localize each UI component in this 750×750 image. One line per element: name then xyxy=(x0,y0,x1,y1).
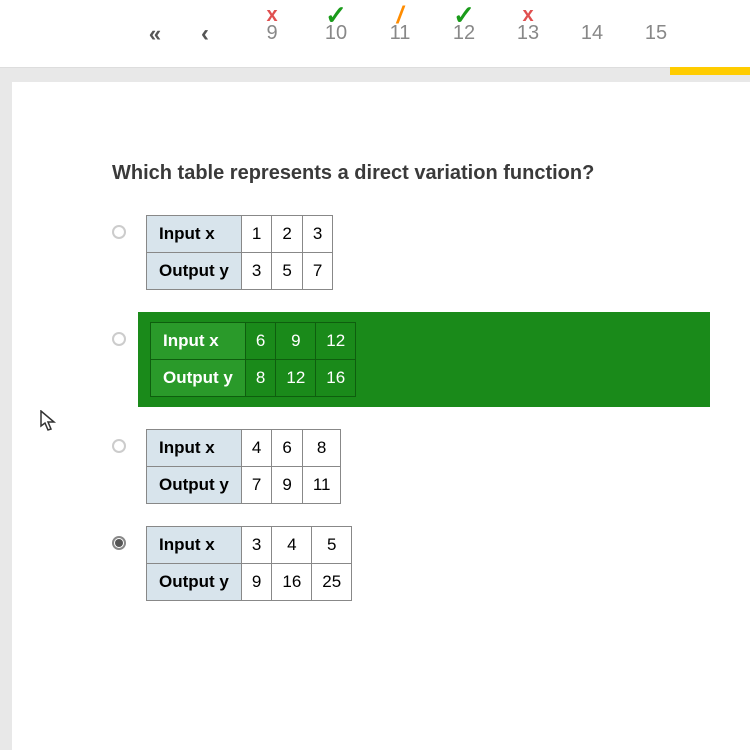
radio-button[interactable] xyxy=(112,439,126,453)
correct-icon: ✓ xyxy=(325,0,347,31)
nav-prev-button[interactable]: ‹ xyxy=(180,20,230,48)
input-cell: 5 xyxy=(312,527,352,564)
output-label: Output y xyxy=(147,564,242,601)
progress-item-13[interactable]: x13 xyxy=(496,22,560,45)
output-cell: 12 xyxy=(276,360,316,397)
input-cell: 2 xyxy=(272,216,302,253)
output-cell: 5 xyxy=(272,253,302,290)
answer-option-4[interactable]: Input x345 Output y91625 xyxy=(112,526,710,601)
correct-answer-highlight: Input x6912Output y81216 xyxy=(138,312,710,407)
input-label: Input x xyxy=(147,430,242,467)
variation-table: Input x345 Output y91625 xyxy=(146,526,352,601)
answer-option-2[interactable]: Input x6912Output y81216 xyxy=(112,312,710,407)
input-cell: 6 xyxy=(245,323,275,360)
radio-button[interactable] xyxy=(112,225,126,239)
input-cell: 12 xyxy=(316,323,356,360)
cursor-icon xyxy=(40,410,58,438)
correct-icon: ✓ xyxy=(453,0,475,31)
output-cell: 16 xyxy=(316,360,356,397)
input-cell: 4 xyxy=(241,430,271,467)
progress-item-10[interactable]: ✓10 xyxy=(304,22,368,45)
progress-number: 15 xyxy=(624,22,688,45)
answer-options: Input x123Output y357Input x6912Output y… xyxy=(112,215,710,601)
variation-table: Input x468 Output y7911 xyxy=(146,429,341,504)
partial-icon: / xyxy=(397,2,404,30)
variation-table: Input x6912Output y81216 xyxy=(150,322,356,397)
input-cell: 9 xyxy=(276,323,316,360)
output-cell: 25 xyxy=(312,564,352,601)
output-label: Output y xyxy=(147,467,242,504)
progress-number: 14 xyxy=(560,22,624,45)
progress-item-12[interactable]: ✓12 xyxy=(432,22,496,45)
input-cell: 6 xyxy=(272,430,302,467)
input-cell: 4 xyxy=(272,527,312,564)
input-cell: 1 xyxy=(241,216,271,253)
output-cell: 7 xyxy=(241,467,271,504)
answer-option-1[interactable]: Input x123Output y357 xyxy=(112,215,710,290)
radio-button[interactable] xyxy=(112,332,126,346)
question-page: Which table represents a direct variatio… xyxy=(12,82,750,750)
wrong-icon: x xyxy=(266,4,277,27)
question-navigation-bar: « ‹ x9✓10/11✓12x131415 xyxy=(0,0,750,68)
progress-item-11[interactable]: /11 xyxy=(368,22,432,45)
input-label: Input x xyxy=(151,323,246,360)
output-cell: 7 xyxy=(302,253,332,290)
output-label: Output y xyxy=(151,360,246,397)
wrong-icon: x xyxy=(522,4,533,27)
answer-option-3[interactable]: Input x468 Output y7911 xyxy=(112,429,710,504)
output-cell: 9 xyxy=(272,467,302,504)
radio-button[interactable] xyxy=(112,536,126,550)
output-cell: 9 xyxy=(241,564,271,601)
input-label: Input x xyxy=(147,216,242,253)
input-label: Input x xyxy=(147,527,242,564)
variation-table: Input x123Output y357 xyxy=(146,215,333,290)
progress-item-9[interactable]: x9 xyxy=(240,22,304,45)
input-cell: 8 xyxy=(302,430,341,467)
output-cell: 3 xyxy=(241,253,271,290)
input-cell: 3 xyxy=(241,527,271,564)
output-label: Output y xyxy=(147,253,242,290)
output-cell: 8 xyxy=(245,360,275,397)
input-cell: 3 xyxy=(302,216,332,253)
progress-items: x9✓10/11✓12x131415 xyxy=(240,22,688,45)
question-text: Which table represents a direct variatio… xyxy=(112,162,710,185)
nav-first-button[interactable]: « xyxy=(130,21,180,47)
output-cell: 11 xyxy=(302,467,341,504)
progress-highlight xyxy=(670,67,750,75)
output-cell: 16 xyxy=(272,564,312,601)
progress-item-15[interactable]: 15 xyxy=(624,22,688,45)
progress-item-14[interactable]: 14 xyxy=(560,22,624,45)
